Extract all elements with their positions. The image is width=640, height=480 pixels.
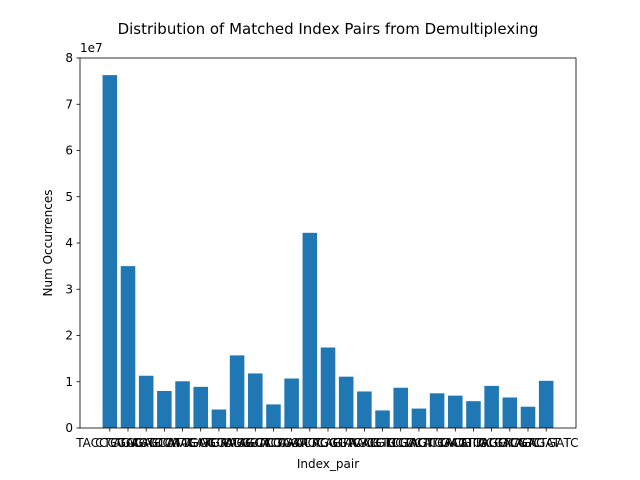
y-axis-label: Num Occurrences bbox=[41, 190, 55, 297]
x-tick-label: GATCTAGG bbox=[187, 436, 252, 450]
x-tick-label: ACAGGTAC bbox=[295, 436, 360, 450]
x-tick-label: GCTAGTGA bbox=[386, 436, 453, 450]
y-axis-offset-text: 1e7 bbox=[80, 41, 103, 55]
plot-frame bbox=[79, 57, 577, 429]
y-ticks: 0 1 2 3 4 5 6 7 8 bbox=[65, 51, 80, 435]
bar-attggcga bbox=[193, 386, 208, 428]
bar-gtaacgtc bbox=[357, 391, 372, 428]
x-tick-label: CTCTGCAG bbox=[95, 436, 161, 450]
x-tick-label: GTCACGAG bbox=[149, 436, 216, 450]
bar-agctgatc bbox=[538, 380, 554, 428]
bar-tcgagagc bbox=[284, 378, 299, 428]
bar-ctagctca bbox=[248, 373, 263, 428]
x-tick-label: AGCCTTGA bbox=[350, 436, 417, 450]
x-ticks: TACCGGAGCTCTGCAGAGAGTCCACAGCATACGTCACGAG… bbox=[75, 428, 578, 450]
x-tick-label: GTAACGTC bbox=[332, 436, 396, 450]
bar-agagtcca bbox=[138, 375, 154, 428]
y-tick-label: 4 bbox=[65, 236, 73, 250]
bar-taccggag bbox=[102, 75, 118, 429]
x-tick-label: CAGCATAC bbox=[132, 436, 196, 450]
x-tick-label: ATCACGTG bbox=[423, 436, 487, 450]
x-tick-label: CTAGCTCA bbox=[223, 436, 287, 450]
y-tick-label: 2 bbox=[65, 329, 73, 343]
chart-title: Distribution of Matched Index Pairs from… bbox=[118, 20, 539, 38]
x-tick-label: ACGTCGTC bbox=[478, 436, 542, 450]
y-tick-label: 6 bbox=[65, 144, 73, 158]
bar-gtcacgag bbox=[175, 381, 190, 428]
y-tick-label: 3 bbox=[65, 282, 73, 296]
x-tick-label: TGTCGACT bbox=[368, 436, 434, 450]
bar-cacttcac bbox=[302, 232, 318, 428]
y-tick-label: 1 bbox=[65, 375, 73, 389]
x-tick-label: TCGGTCAG bbox=[312, 436, 378, 450]
x-tick-label: GGACTGAT bbox=[240, 436, 307, 450]
x-axis-label: Index_pair bbox=[297, 457, 359, 471]
x-tick-label: AGAGTCCA bbox=[113, 436, 180, 450]
x-tick-label: CACTTCAC bbox=[278, 436, 341, 450]
bar-ctctgcag bbox=[120, 266, 136, 429]
bar-acaggtac bbox=[320, 347, 336, 428]
bar-agccttga bbox=[375, 410, 390, 428]
y-tick-label: 5 bbox=[65, 190, 73, 204]
bar-tgtcgact bbox=[393, 387, 408, 428]
bar-cctctaca bbox=[429, 393, 445, 428]
x-tick-label: TGAACGCA bbox=[202, 436, 271, 450]
x-tick-label: TACGAGAT bbox=[495, 436, 561, 450]
y-tick-label: 7 bbox=[65, 97, 73, 111]
x-tick-label: TACCGGAG bbox=[75, 436, 143, 450]
bar-cagcatac bbox=[157, 391, 172, 428]
x-tick-label: TCGAGAGC bbox=[257, 436, 325, 450]
x-tick-label: AGCTGATC bbox=[514, 436, 579, 450]
x-tick-label: CCTCTACA bbox=[406, 436, 470, 450]
bar-ttcaggca bbox=[484, 385, 499, 428]
x-tick-label: GAGTTAGC bbox=[441, 436, 506, 450]
bar-acgtcgtc bbox=[502, 397, 518, 428]
bar-gctagtga bbox=[411, 408, 427, 428]
bar-tcggtcag bbox=[338, 376, 354, 428]
bar-gatctagg bbox=[211, 409, 227, 428]
bar-atcacgtg bbox=[448, 395, 463, 429]
x-tick-label: ATTGGCGA bbox=[168, 436, 235, 450]
x-tick-label: TTCAGGCA bbox=[458, 436, 525, 450]
y-tick-label: 0 bbox=[65, 421, 73, 435]
bar-group bbox=[102, 75, 554, 429]
bar-tgaacgca bbox=[229, 355, 245, 428]
bar-tacgagat bbox=[520, 406, 536, 428]
bar-ggactgat bbox=[266, 404, 281, 428]
bar-gagttagc bbox=[466, 401, 481, 428]
y-tick-label: 8 bbox=[65, 51, 73, 65]
